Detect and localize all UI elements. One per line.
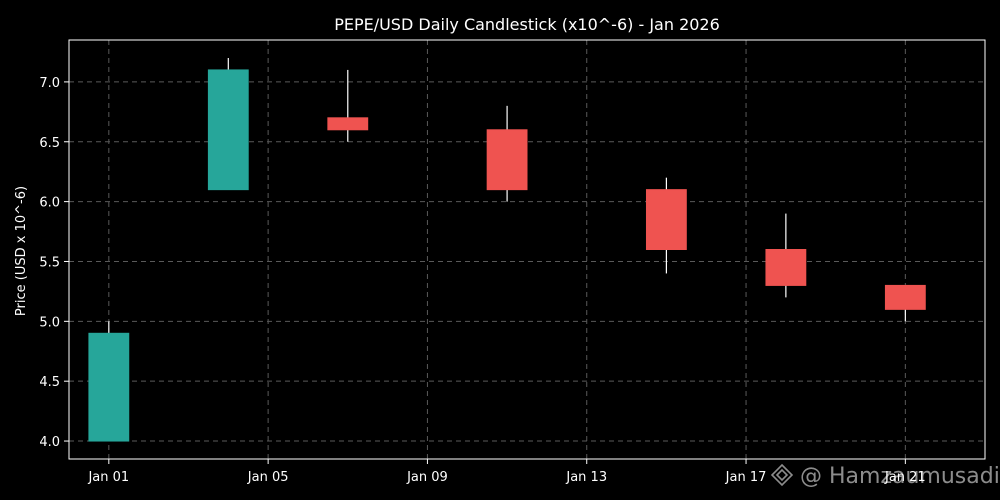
y-tick-label: 7.0: [39, 76, 60, 91]
candles: [88, 57, 926, 442]
x-tick-label: Jan 13: [565, 470, 607, 485]
candle-body-down: [327, 117, 369, 131]
y-tick-label: 5.5: [39, 255, 60, 270]
x-tick-label: Jan 05: [247, 470, 289, 485]
logo-icon: [770, 463, 794, 487]
chart-title: PEPE/USD Daily Candlestick (x10^-6) - Ja…: [334, 15, 720, 34]
y-tick-label: 4.0: [39, 435, 60, 450]
x-tick-label: Jan 21: [884, 470, 926, 485]
axis-ticks: 4.0 4.5 5.0 5.5 6.0 6.5 7.0 Jan 01 Jan 05 Jan 09 J…: [39, 76, 925, 485]
candle-body-down: [884, 284, 926, 310]
y-tick-label: 6.0: [39, 196, 60, 211]
watermark: @ Hamzaumusadi: [770, 463, 1000, 489]
x-tick-label: Jan 01: [87, 470, 129, 485]
y-axis-label: Price (USD x 10^-6): [14, 186, 29, 316]
watermark-text: @ Hamzaumusadi: [800, 464, 1000, 489]
x-tick-label: Jan 17: [725, 470, 767, 485]
candle-body-up: [207, 69, 249, 191]
candle-body-down: [486, 129, 528, 191]
plot-area-frame: [68, 39, 986, 460]
y-tick-label: 6.5: [39, 136, 60, 151]
candle-body-down: [645, 189, 687, 250]
x-tick-label: Jan 09: [406, 470, 448, 485]
grid-lines: [69, 40, 985, 459]
candle-body-up: [88, 332, 130, 442]
y-tick-label: 4.5: [39, 375, 60, 390]
y-tick-label: 5.0: [39, 315, 60, 330]
candle-body-down: [765, 249, 807, 286]
